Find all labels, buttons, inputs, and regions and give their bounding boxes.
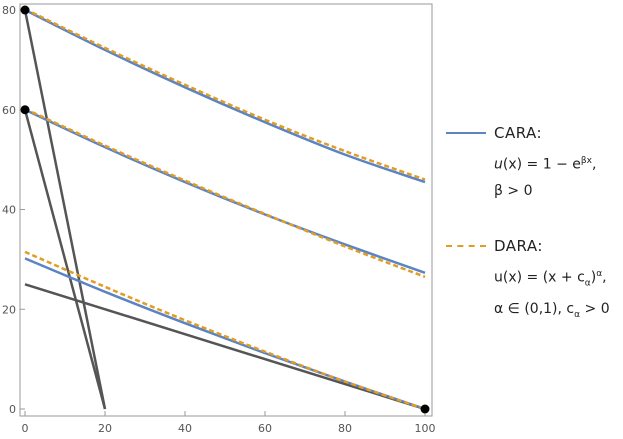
legend-dara-condition: α ∈ (0,1), cα > 0 (494, 300, 621, 324)
y-tick-label: 60 (2, 104, 16, 117)
x-tick-label: 80 (338, 422, 352, 435)
y-axis-ticks: 0 20 40 60 80 (2, 4, 25, 416)
endpoint-markers (20, 5, 430, 414)
cara-formula-comma: , (591, 156, 597, 173)
cara-formula-main: (x) = 1 − e (502, 156, 581, 173)
dara-curve (24, 7, 426, 181)
dara-formula-sub: α (584, 278, 591, 289)
x-tick-label: 0 (22, 422, 29, 435)
dara-condition-sub: α (574, 310, 581, 321)
legend-cara-condition: β > 0 (494, 182, 533, 199)
endpoint-dot (20, 5, 30, 15)
cara-formula-exponent: βx (580, 156, 592, 166)
budget-line (23, 109, 107, 410)
dara-formula-paren: ) (590, 269, 597, 286)
dara-curve (24, 107, 426, 278)
y-tick-label: 80 (2, 4, 16, 17)
cara-curve (24, 108, 426, 275)
legend-cara: CARA: u(x) = 1 − eβx, β > 0 (446, 124, 621, 200)
budget-line (24, 283, 426, 411)
budget-lines (23, 9, 426, 411)
x-tick-label: 100 (415, 422, 436, 435)
budget-line (23, 9, 107, 410)
plot-frame (19, 3, 433, 417)
dara-curve (24, 250, 426, 411)
legend-dara-formula: u(x) = (x + cα)α, (494, 265, 621, 292)
endpoint-dot (20, 105, 30, 115)
cara-curve (24, 8, 426, 184)
dara-formula-comma: , (602, 269, 607, 286)
y-tick-label: 20 (2, 303, 16, 316)
legend-dara: DARA: u(x) = (x + cα)α, α ∈ (0,1), cα > … (446, 237, 621, 324)
x-tick-label: 60 (258, 422, 272, 435)
dara-formula-exponent: α (596, 269, 603, 279)
cara-formula-u: u (494, 156, 503, 173)
x-tick-label: 40 (178, 422, 192, 435)
endpoint-dot (420, 404, 430, 414)
legend-cara-label: CARA: (494, 124, 543, 142)
x-axis-ticks: 0 20 40 60 80 100 (22, 411, 436, 435)
legend-dara-swatch (446, 245, 486, 247)
legend-dara-label: DARA: (494, 237, 543, 255)
utility-curves (24, 7, 426, 411)
dara-condition-main: α ∈ (0,1), c (494, 301, 575, 318)
y-tick-label: 0 (9, 403, 16, 416)
legend-cara-swatch (446, 132, 486, 134)
y-tick-label: 40 (2, 204, 16, 217)
dara-formula-main: u(x) = (x + c (494, 269, 585, 286)
dara-condition-end: > 0 (580, 301, 610, 318)
x-tick-label: 20 (98, 422, 112, 435)
legend-cara-formula: u(x) = 1 − eβx, (494, 152, 621, 174)
